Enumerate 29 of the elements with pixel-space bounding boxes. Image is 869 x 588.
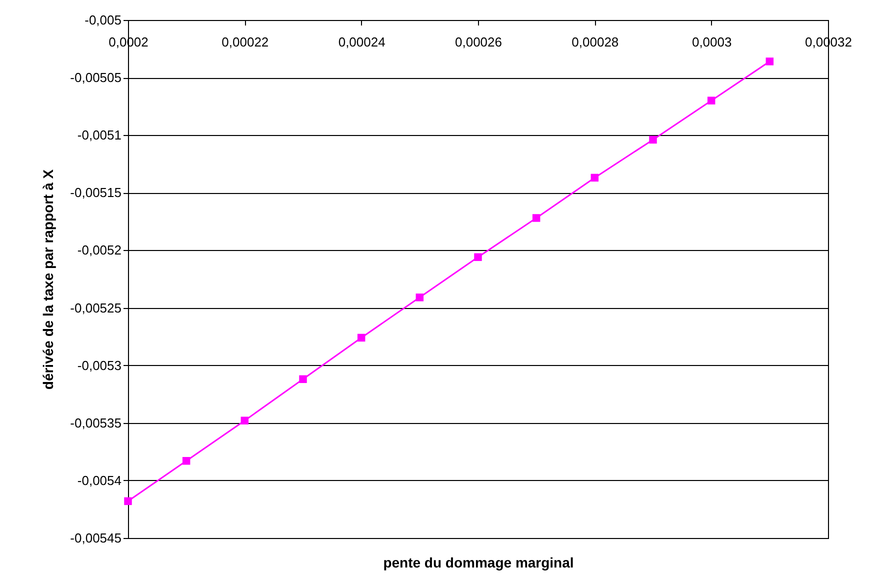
point bbox=[357, 334, 366, 342]
point bbox=[416, 294, 424, 302]
y-tick-label: -0,0052 bbox=[77, 242, 122, 258]
y-tick-label: -0,00515 bbox=[70, 185, 122, 200]
x-tick-label: 0,00028 bbox=[572, 34, 619, 50]
y-tick-label: -0,005 bbox=[84, 12, 122, 28]
point bbox=[532, 214, 540, 222]
point bbox=[707, 96, 716, 104]
y-tick-label: -0,0051 bbox=[77, 128, 122, 143]
y-tick-label: -0,00535 bbox=[70, 415, 122, 430]
point bbox=[590, 174, 599, 182]
point bbox=[474, 253, 482, 261]
y-tick-label: -0,0054 bbox=[77, 472, 122, 488]
y-axis-title: dérivée de la taxe par rapport à X bbox=[40, 168, 56, 390]
y-tick-label: -0,00545 bbox=[70, 530, 122, 546]
x-tick-label: 0,00022 bbox=[222, 34, 269, 50]
y-tick-label: -0,00505 bbox=[70, 70, 122, 86]
x-axis-title: pente du dommage marginal bbox=[383, 554, 574, 570]
point bbox=[182, 457, 190, 465]
point bbox=[124, 497, 132, 506]
x-tick-label: 0,0003 bbox=[692, 34, 732, 50]
point bbox=[240, 416, 249, 424]
point bbox=[766, 58, 774, 66]
y-tick-label: -0,0053 bbox=[77, 358, 122, 373]
point bbox=[649, 136, 657, 144]
x-tick-label: 0,00026 bbox=[455, 34, 502, 50]
y-tick-label: -0,00525 bbox=[70, 300, 122, 316]
point bbox=[299, 375, 307, 384]
x-tick-label: 0,00024 bbox=[338, 34, 386, 50]
